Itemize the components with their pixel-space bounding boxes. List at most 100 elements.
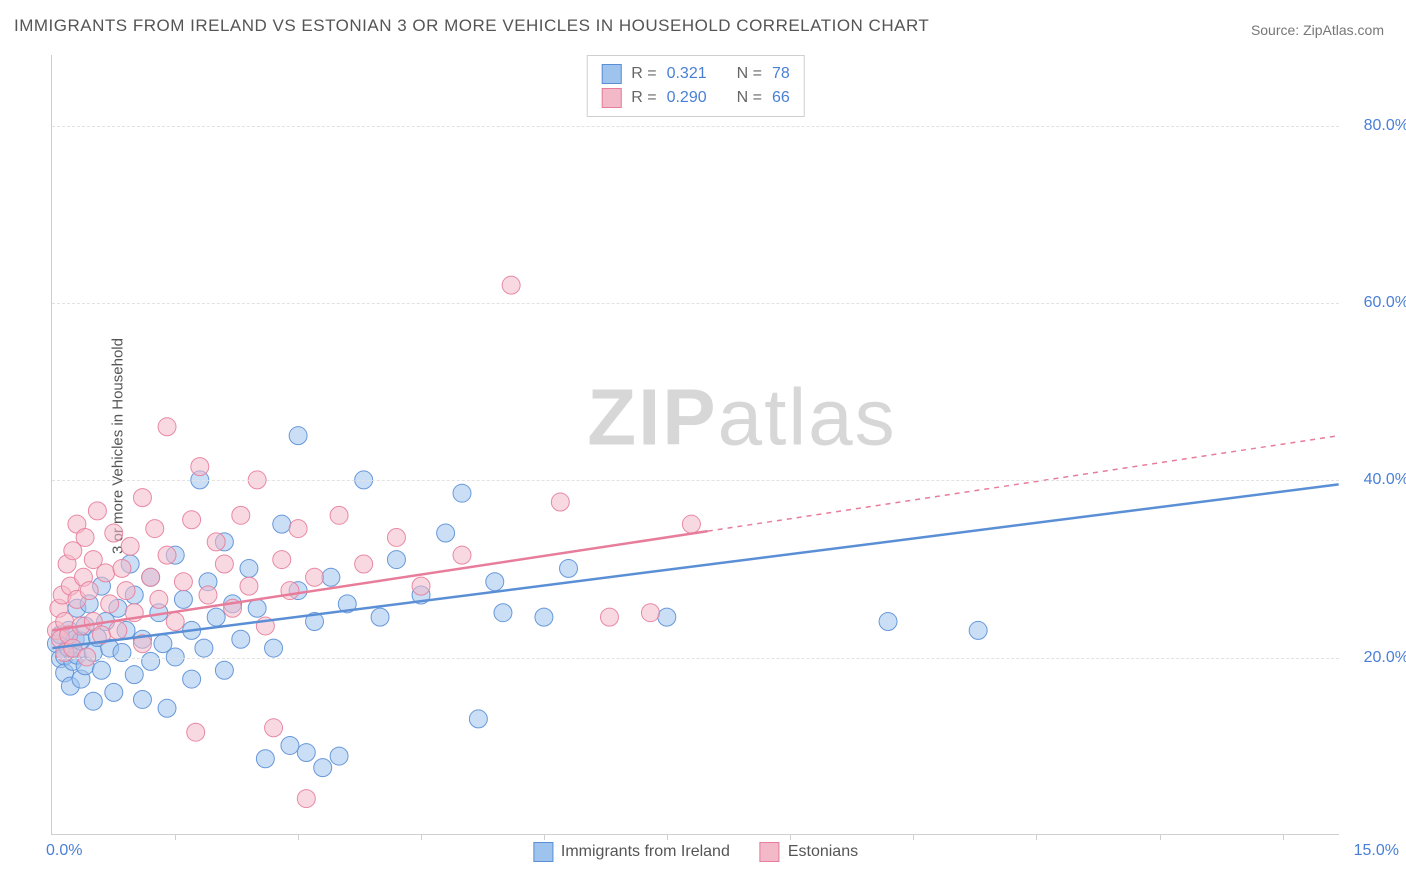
chart-title: IMMIGRANTS FROM IRELAND VS ESTONIAN 3 OR… bbox=[14, 16, 929, 36]
scatter-point-estonians bbox=[297, 790, 315, 808]
plot-area: ZIPatlas R =0.321N =78R =0.290N =66 0.0%… bbox=[51, 55, 1339, 835]
scatter-point-estonians bbox=[88, 502, 106, 520]
scatter-point-estonians bbox=[117, 582, 135, 600]
scatter-point-estonians bbox=[453, 546, 471, 564]
scatter-point-estonians bbox=[105, 524, 123, 542]
gridline bbox=[52, 303, 1339, 304]
gridline bbox=[52, 480, 1339, 481]
scatter-point-ireland bbox=[125, 666, 143, 684]
scatter-point-ireland bbox=[658, 608, 676, 626]
scatter-point-ireland bbox=[330, 747, 348, 765]
scatter-point-ireland bbox=[437, 524, 455, 542]
source-attribution: Source: ZipAtlas.com bbox=[1251, 22, 1384, 38]
scatter-point-ireland bbox=[113, 644, 131, 662]
x-tick-min: 0.0% bbox=[46, 842, 82, 860]
scatter-point-ireland bbox=[453, 484, 471, 502]
scatter-point-estonians bbox=[330, 506, 348, 524]
x-tickmark bbox=[1036, 834, 1037, 840]
scatter-point-estonians bbox=[113, 559, 131, 577]
scatter-point-estonians bbox=[551, 493, 569, 511]
scatter-point-estonians bbox=[183, 511, 201, 529]
x-tickmark bbox=[175, 834, 176, 840]
x-tickmark bbox=[298, 834, 299, 840]
scatter-point-estonians bbox=[146, 520, 164, 538]
scatter-point-ireland bbox=[281, 736, 299, 754]
scatter-point-ireland bbox=[560, 559, 578, 577]
scatter-point-ireland bbox=[387, 551, 405, 569]
scatter-point-ireland bbox=[183, 670, 201, 688]
scatter-point-estonians bbox=[158, 546, 176, 564]
scatter-point-estonians bbox=[387, 528, 405, 546]
scatter-point-estonians bbox=[121, 537, 139, 555]
x-tickmark bbox=[544, 834, 545, 840]
scatter-point-ireland bbox=[215, 661, 233, 679]
legend-item: Estonians bbox=[760, 842, 858, 862]
gridline bbox=[52, 126, 1339, 127]
scatter-point-ireland bbox=[265, 639, 283, 657]
scatter-point-estonians bbox=[187, 723, 205, 741]
x-tickmark bbox=[421, 834, 422, 840]
gridline bbox=[52, 658, 1339, 659]
legend-item: Immigrants from Ireland bbox=[533, 842, 730, 862]
y-tick-label: 80.0% bbox=[1364, 117, 1406, 135]
scatter-point-estonians bbox=[80, 582, 98, 600]
scatter-point-estonians bbox=[174, 573, 192, 591]
scatter-point-ireland bbox=[256, 750, 274, 768]
scatter-point-ireland bbox=[174, 590, 192, 608]
scatter-point-ireland bbox=[486, 573, 504, 591]
legend-label: Immigrants from Ireland bbox=[561, 843, 730, 861]
scatter-point-ireland bbox=[535, 608, 553, 626]
y-tick-label: 40.0% bbox=[1364, 471, 1406, 489]
scatter-point-ireland bbox=[195, 639, 213, 657]
x-tickmark bbox=[913, 834, 914, 840]
scatter-point-estonians bbox=[600, 608, 618, 626]
y-tick-label: 20.0% bbox=[1364, 649, 1406, 667]
scatter-point-ireland bbox=[207, 608, 225, 626]
scatter-point-ireland bbox=[240, 559, 258, 577]
series-legend: Immigrants from Ireland Estonians bbox=[533, 842, 858, 862]
scatter-point-estonians bbox=[142, 568, 160, 586]
scatter-point-estonians bbox=[97, 564, 115, 582]
x-tickmark bbox=[667, 834, 668, 840]
scatter-point-estonians bbox=[109, 621, 127, 639]
scatter-point-ireland bbox=[314, 759, 332, 777]
scatter-point-estonians bbox=[289, 520, 307, 538]
x-tickmark bbox=[790, 834, 791, 840]
scatter-point-ireland bbox=[105, 683, 123, 701]
scatter-point-estonians bbox=[265, 719, 283, 737]
scatter-point-estonians bbox=[150, 590, 168, 608]
scatter-point-ireland bbox=[158, 699, 176, 717]
scatter-point-ireland bbox=[322, 568, 340, 586]
scatter-point-ireland bbox=[142, 652, 160, 670]
scatter-point-ireland bbox=[289, 427, 307, 445]
scatter-point-estonians bbox=[133, 489, 151, 507]
scatter-point-estonians bbox=[76, 528, 94, 546]
scatter-point-estonians bbox=[232, 506, 250, 524]
scatter-point-ireland bbox=[273, 515, 291, 533]
scatter-point-ireland bbox=[469, 710, 487, 728]
scatter-point-ireland bbox=[92, 661, 110, 679]
scatter-point-estonians bbox=[682, 515, 700, 533]
source-label: Source: bbox=[1251, 22, 1299, 38]
scatter-point-ireland bbox=[248, 599, 266, 617]
legend-label: Estonians bbox=[788, 843, 858, 861]
scatter-point-ireland bbox=[969, 621, 987, 639]
scatter-point-estonians bbox=[191, 458, 209, 476]
scatter-point-estonians bbox=[207, 533, 225, 551]
scatter-point-ireland bbox=[494, 604, 512, 622]
scatter-point-estonians bbox=[502, 276, 520, 294]
scatter-point-estonians bbox=[240, 577, 258, 595]
scatter-point-ireland bbox=[879, 613, 897, 631]
source-value: ZipAtlas.com bbox=[1303, 22, 1384, 38]
scatter-point-estonians bbox=[199, 586, 217, 604]
scatter-point-estonians bbox=[641, 604, 659, 622]
scatter-point-ireland bbox=[371, 608, 389, 626]
trendline-dashed-estonians bbox=[708, 436, 1339, 532]
scatter-point-estonians bbox=[412, 577, 430, 595]
scatter-point-ireland bbox=[133, 690, 151, 708]
scatter-point-estonians bbox=[166, 613, 184, 631]
scatter-point-estonians bbox=[306, 568, 324, 586]
scatter-point-estonians bbox=[158, 418, 176, 436]
x-tickmark bbox=[1283, 834, 1284, 840]
scatter-point-estonians bbox=[101, 595, 119, 613]
